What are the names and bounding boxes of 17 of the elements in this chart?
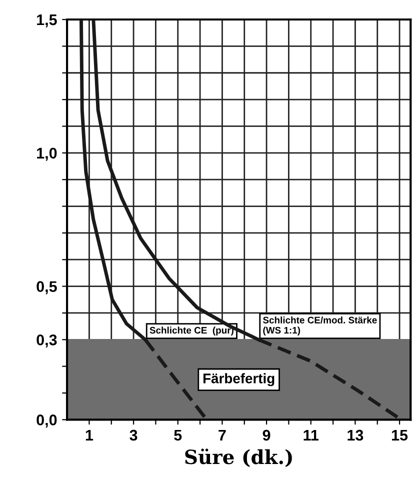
- x-tick-label: 13: [348, 430, 364, 441]
- x-tick-label: 3: [130, 430, 138, 441]
- x-tick-label: 9: [262, 430, 270, 441]
- x-tick-label: 11: [304, 430, 319, 440]
- x-tick-label: 5: [174, 430, 182, 441]
- y-tick-label: 1,5: [37, 14, 57, 28]
- y-tick-label: 0,3: [36, 334, 57, 348]
- y-tick-label: 0,0: [36, 414, 57, 428]
- band-label: Färbefertig: [203, 373, 274, 386]
- series-label: Schlichte CE/mod. Stärke (WS 1:1): [262, 316, 377, 336]
- y-tick-label: 1,0: [37, 148, 57, 161]
- x-tick-label: 15: [392, 430, 408, 441]
- x-axis-title: Süre (dk.): [185, 448, 292, 468]
- x-tick-label: 7: [218, 430, 226, 440]
- y-tick-label: 0,5: [36, 281, 57, 294]
- x-tick-label: 1: [86, 430, 94, 440]
- series-label: Schlichte CE (pur): [150, 326, 234, 336]
